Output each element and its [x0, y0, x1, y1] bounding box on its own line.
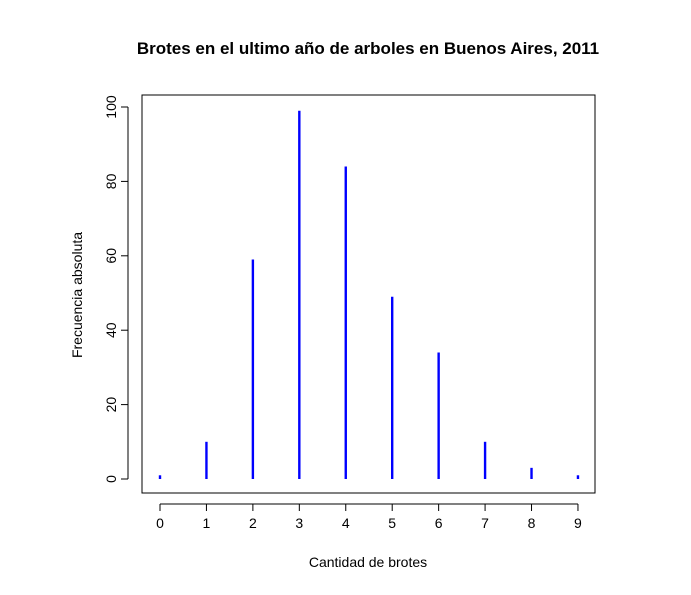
x-tick-label-2: 2 [249, 515, 257, 531]
y-tick-label-0: 0 [103, 475, 119, 483]
x-tick-label-6: 6 [435, 515, 443, 531]
x-tick-label-4: 4 [342, 515, 350, 531]
x-tick-label-1: 1 [203, 515, 211, 531]
x-tick-label-9: 9 [574, 515, 582, 531]
x-tick-label-8: 8 [528, 515, 536, 531]
y-tick-label-80: 80 [103, 173, 119, 189]
y-tick-label-60: 60 [103, 248, 119, 264]
y-tick-label-40: 40 [103, 322, 119, 338]
x-axis-label: Cantidad de brotes [309, 554, 427, 570]
y-tick-label-100: 100 [103, 95, 119, 119]
y-axis-label: Frecuencia absoluta [69, 232, 85, 358]
x-tick-label-3: 3 [295, 515, 303, 531]
x-tick-label-5: 5 [388, 515, 396, 531]
x-tick-label-0: 0 [156, 515, 164, 531]
chart-marks: 0 1 2 3 4 5 6 7 8 9 0 20 40 60 80 100 [103, 95, 582, 531]
y-tick-label-20: 20 [103, 397, 119, 413]
plot-box [141, 94, 596, 494]
x-tick-label-7: 7 [481, 515, 489, 531]
chart-title: Brotes en el ultimo año de arboles en Bu… [137, 39, 599, 58]
